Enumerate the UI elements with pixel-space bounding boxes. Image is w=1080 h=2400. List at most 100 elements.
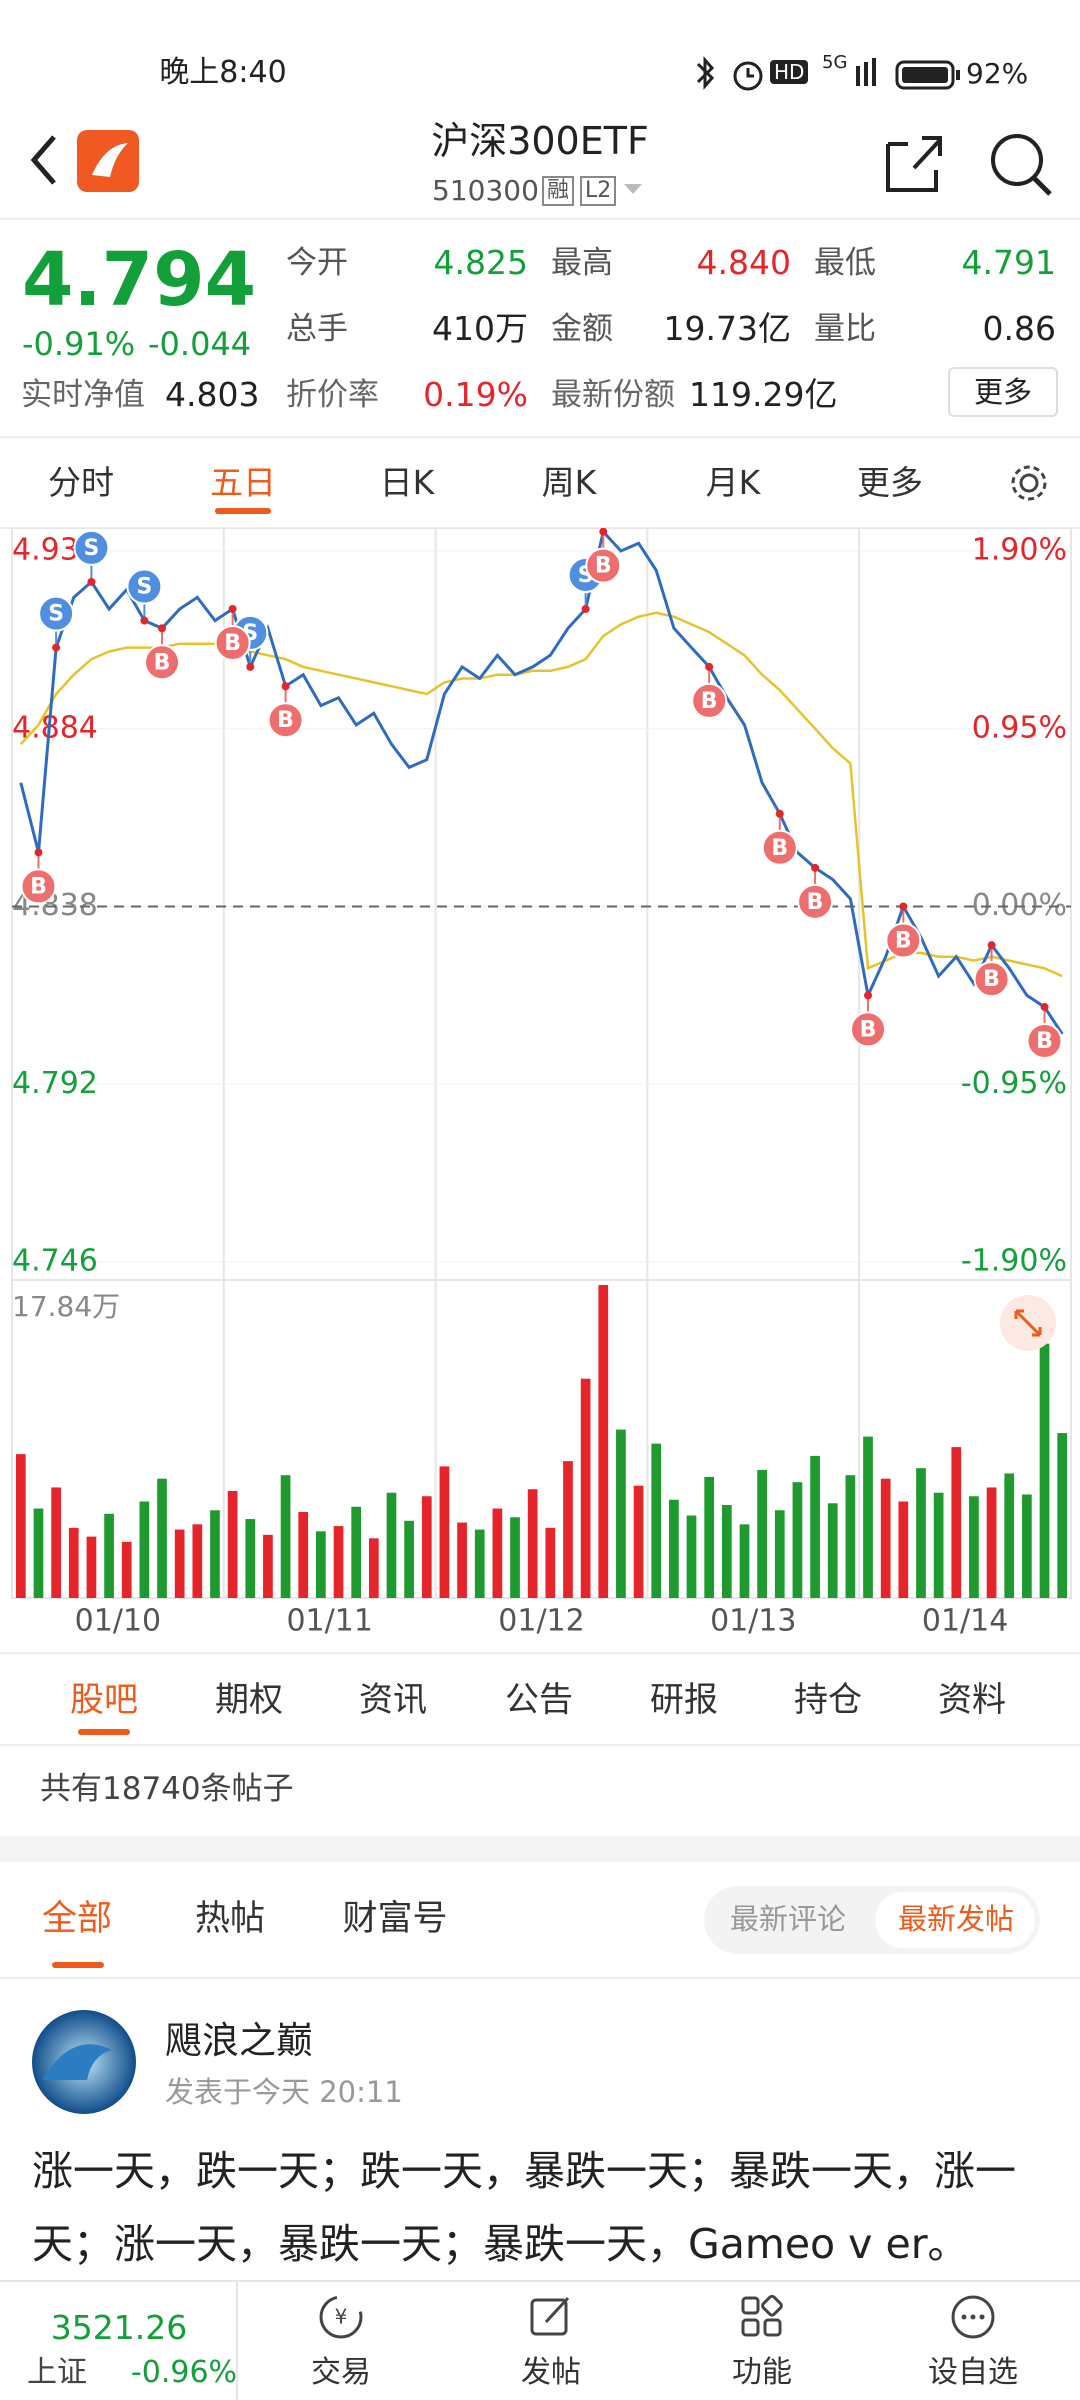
volume-bar [333, 1526, 344, 1598]
post-content[interactable]: 涨一天，跌一天；跌一天，暴跌一天；暴跌一天，涨一天；涨一天，暴跌一天；暴跌一天，… [32, 2147, 1016, 2268]
nav-icon[interactable] [948, 2292, 998, 2342]
volume-bar [280, 1475, 291, 1598]
nav-icon[interactable] [737, 2292, 787, 2342]
divider [0, 1977, 1080, 1979]
volume-bar [598, 1285, 609, 1598]
forum-tab[interactable]: 股吧 [70, 1680, 138, 1720]
hd-icon: HD [770, 60, 809, 84]
chart-tab[interactable]: 日K [379, 463, 435, 502]
forum-tab[interactable]: 期权 [215, 1680, 283, 1720]
signal-dot [228, 604, 237, 613]
search-button[interactable] [991, 134, 1043, 186]
nav: 4.803 [165, 375, 260, 414]
volume-bar [651, 1443, 662, 1598]
forum-tab[interactable]: 研报 [650, 1680, 718, 1720]
forum-tab[interactable]: 公告 [505, 1680, 573, 1720]
signal-label: B [154, 650, 171, 675]
field-label: 今开 [286, 245, 348, 281]
volume-bar [686, 1515, 697, 1598]
volume-bar [386, 1492, 397, 1598]
signal-marker [973, 961, 1010, 998]
sub-tab[interactable]: 全部 [41, 1899, 113, 1939]
price: 4.794 [22, 237, 257, 323]
network: 5G [822, 52, 848, 73]
volume-bar [1004, 1473, 1015, 1598]
signal-label: B [224, 631, 241, 656]
post-count: 共有18740条帖子 [40, 1771, 294, 1807]
y2-tick-label: -0.95% [961, 1066, 1067, 1101]
more-button[interactable]: 更多 [948, 367, 1058, 417]
index-change: -0.96% [130, 2355, 238, 2390]
x-tick-label: 01/14 [922, 1604, 1008, 1639]
signal-dot [158, 624, 167, 633]
chart-tab[interactable]: 月K [705, 463, 761, 502]
signal-marker [267, 702, 304, 739]
header-right [886, 134, 1052, 196]
volume-bar [263, 1534, 273, 1598]
volume-bar [563, 1461, 573, 1598]
volume-bar [298, 1512, 309, 1598]
chart-tab[interactable]: 五日 [210, 463, 276, 502]
avatar[interactable] [32, 2010, 136, 2114]
signal-label: B [807, 890, 824, 915]
signal-marker [214, 624, 251, 661]
settings-button[interactable] [1008, 462, 1050, 504]
divider [0, 436, 1080, 438]
nav-icon[interactable]: ¥ [316, 2292, 366, 2342]
nav-item[interactable]: 功能 [732, 2355, 792, 2390]
index-value[interactable]: 3521.26 [50, 2308, 188, 2347]
signal-dot [899, 902, 908, 911]
tab-underline [215, 508, 271, 514]
divider [0, 1652, 1080, 1654]
nav-item[interactable]: 发帖 [521, 2355, 581, 2390]
field-value: 19.73亿 [663, 309, 791, 348]
signal-dot [281, 682, 290, 691]
nav-item[interactable]: 设自选 [928, 2355, 1018, 2390]
nav-label: 实时净值 [21, 377, 145, 413]
change: -0.044 [148, 325, 252, 363]
sort-option[interactable]: 最新评论 [729, 1902, 847, 1936]
sort-option[interactable]: 最新发帖 [897, 1902, 1015, 1936]
stock-title: 沪深300ETF [431, 119, 649, 163]
index-name: 上证 [27, 2355, 87, 2390]
volume-bar [210, 1510, 220, 1598]
chart-tab[interactable]: 更多 [857, 463, 923, 502]
volume-bar [721, 1505, 732, 1598]
share-button[interactable] [886, 136, 942, 192]
volume-bar [457, 1522, 467, 1598]
forum-tab[interactable]: 资料 [938, 1680, 1006, 1720]
signal-marker [20, 868, 57, 905]
chart-tab[interactable]: 周K [541, 463, 597, 502]
back-button[interactable] [30, 135, 56, 185]
field-label: 最高 [551, 245, 613, 281]
field-label: 量比 [814, 311, 876, 347]
signal-label: B [595, 554, 612, 579]
volume-bar [863, 1436, 873, 1598]
chart-tab[interactable]: 分时 [48, 463, 114, 502]
signal-marker [126, 568, 163, 605]
forum-tab[interactable]: 资讯 [359, 1680, 427, 1720]
five-day-chart: 01/10 01/11 01/12 01/13 01/144.9304.8844.838… [11, 528, 1072, 1639]
volume-bar [739, 1524, 750, 1598]
volume-bar [316, 1531, 326, 1598]
volume-bar [1039, 1343, 1050, 1598]
sub-tab[interactable]: 热帖 [194, 1899, 266, 1939]
volume-bar [757, 1469, 767, 1598]
dropdown[interactable] [620, 180, 650, 200]
sub-tab[interactable]: 财富号 [342, 1899, 448, 1939]
separator [0, 1836, 1080, 1862]
post-author[interactable]: 飓浪之巅 [165, 2019, 313, 2062]
forum-tab[interactable]: 持仓 [794, 1680, 862, 1720]
nav-icon[interactable] [526, 2292, 576, 2342]
battery [895, 60, 960, 90]
y-tick-label: 4.792 [12, 1066, 98, 1101]
signal-marker [38, 595, 75, 632]
volume-bar [174, 1529, 185, 1598]
volume-bar [916, 1468, 926, 1598]
volume-bar [510, 1517, 520, 1598]
volume-max-label: 17.84万 [12, 1290, 120, 1323]
field-label: 金额 [551, 311, 613, 347]
chart-frame [11, 528, 1072, 1599]
volume-bar [986, 1487, 997, 1598]
nav-item[interactable]: 交易 [311, 2355, 371, 2390]
